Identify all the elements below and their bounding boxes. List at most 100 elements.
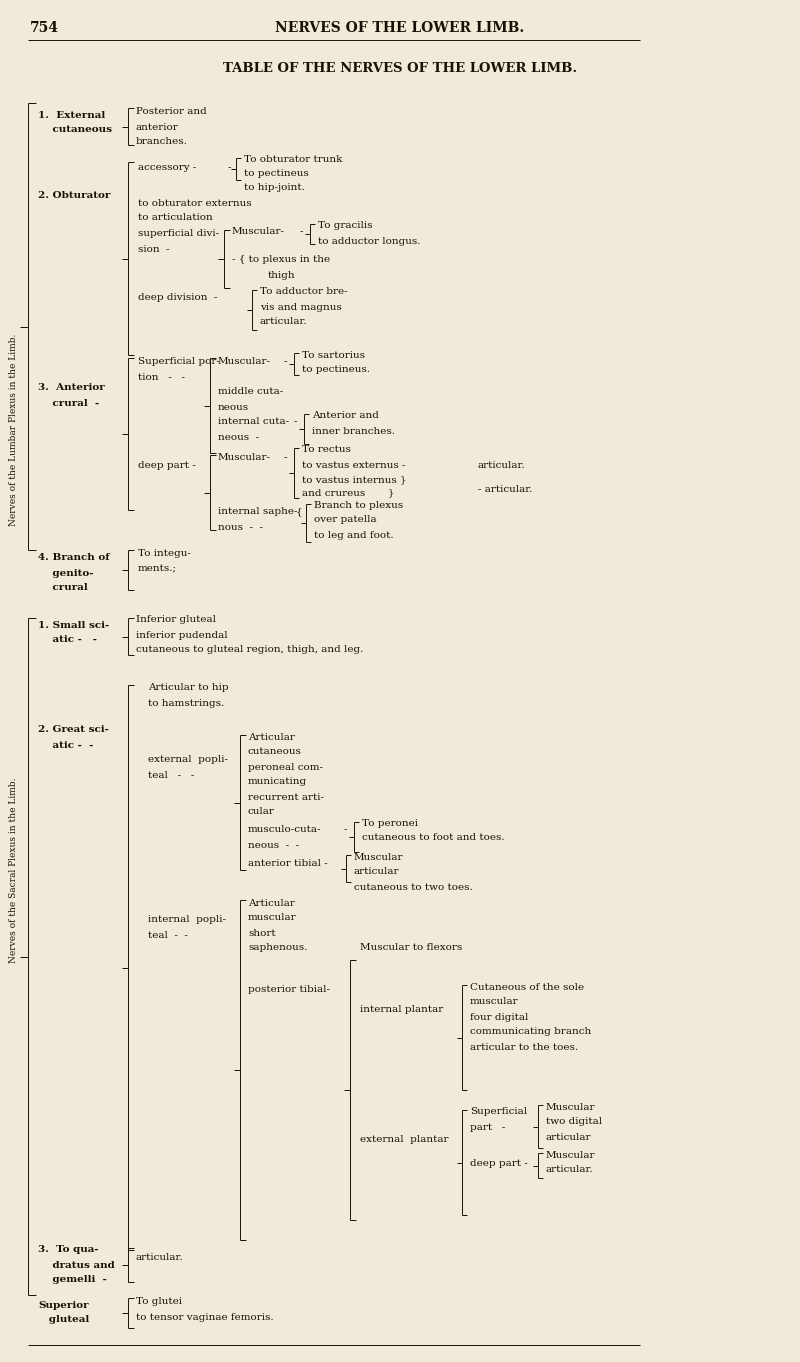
Text: to adductor longus.: to adductor longus. [318, 237, 421, 245]
Text: over patella: over patella [314, 515, 377, 524]
Text: - articular.: - articular. [478, 485, 532, 494]
Text: internal plantar: internal plantar [360, 1005, 443, 1015]
Text: gluteal: gluteal [38, 1316, 90, 1324]
Text: - { to plexus in the: - { to plexus in the [232, 256, 330, 264]
Text: Muscular: Muscular [546, 1151, 595, 1159]
Text: To obturator trunk: To obturator trunk [244, 155, 342, 165]
Text: To integu-: To integu- [138, 549, 191, 558]
Text: Muscular-: Muscular- [218, 357, 271, 366]
Text: dratus and: dratus and [38, 1260, 114, 1269]
Text: ments.;: ments.; [138, 564, 177, 573]
Text: muscular: muscular [470, 997, 518, 1007]
Text: muscular: muscular [248, 914, 297, 922]
Text: neous  -  -: neous - - [248, 840, 299, 850]
Text: deep part -: deep part - [470, 1159, 528, 1167]
Text: neous  -: neous - [218, 433, 259, 441]
Text: cular: cular [248, 808, 275, 816]
Text: 2. Great sci-: 2. Great sci- [38, 726, 109, 734]
Text: atic -   -: atic - - [38, 636, 97, 644]
Text: external  popli-: external popli- [148, 756, 228, 764]
Text: municating: municating [248, 778, 307, 786]
Text: posterior tibial-: posterior tibial- [248, 986, 330, 994]
Text: Branch to plexus: Branch to plexus [314, 500, 403, 509]
Text: recurrent arti-: recurrent arti- [248, 793, 324, 801]
Text: branches.: branches. [136, 138, 188, 147]
Text: crural: crural [38, 583, 88, 592]
Text: teal   -   -: teal - - [148, 771, 194, 779]
Text: articular: articular [354, 868, 399, 877]
Text: Muscular-: Muscular- [218, 454, 271, 463]
Text: -: - [294, 418, 301, 426]
Text: Inferior gluteal: Inferior gluteal [136, 616, 216, 625]
Text: Posterior and: Posterior and [136, 108, 206, 117]
Text: articular to the toes.: articular to the toes. [470, 1042, 578, 1051]
Text: articular.: articular. [260, 317, 308, 327]
Text: peroneal com-: peroneal com- [248, 763, 323, 771]
Text: 3.  To qua-: 3. To qua- [38, 1245, 98, 1254]
Text: to obturator externus: to obturator externus [138, 199, 252, 207]
Text: saphenous.: saphenous. [248, 944, 307, 952]
Text: tion   -   -: tion - - [138, 372, 185, 381]
Text: communicating branch: communicating branch [470, 1027, 591, 1036]
Text: 2. Obturator: 2. Obturator [38, 191, 110, 199]
Text: articular.: articular. [478, 460, 526, 470]
Text: Muscular to flexors: Muscular to flexors [360, 944, 462, 952]
Text: To peronei: To peronei [362, 819, 418, 828]
Text: cutaneous: cutaneous [248, 748, 302, 756]
Text: cutaneous to foot and toes.: cutaneous to foot and toes. [362, 834, 505, 843]
Text: musculo-cuta-: musculo-cuta- [248, 825, 322, 835]
Text: 1.  External: 1. External [38, 110, 106, 120]
Text: inferior pudendal: inferior pudendal [136, 631, 228, 640]
Text: To glutei: To glutei [136, 1298, 182, 1306]
Text: sion  -: sion - [138, 245, 170, 253]
Text: To sartorius: To sartorius [302, 350, 365, 360]
Text: to vastus externus -: to vastus externus - [302, 460, 406, 470]
Text: internal  popli-: internal popli- [148, 915, 226, 925]
Text: and crureus       }: and crureus } [302, 489, 394, 497]
Text: -: - [344, 825, 350, 835]
Text: to hamstrings.: to hamstrings. [148, 699, 224, 707]
Text: middle cuta-: middle cuta- [218, 388, 283, 396]
Text: TABLE OF THE NERVES OF THE LOWER LIMB.: TABLE OF THE NERVES OF THE LOWER LIMB. [223, 61, 577, 75]
Text: Muscular-: Muscular- [232, 227, 285, 237]
Text: atic -  -: atic - - [38, 741, 94, 749]
Text: To gracilis: To gracilis [318, 222, 373, 230]
Text: Muscular: Muscular [354, 853, 403, 862]
Text: vis and magnus: vis and magnus [260, 302, 342, 312]
Text: Superior: Superior [38, 1301, 89, 1309]
Text: articular.: articular. [546, 1166, 594, 1174]
Text: Nerves of the Lumbar Plexus in the Limb.: Nerves of the Lumbar Plexus in the Limb. [10, 334, 18, 526]
Text: four digital: four digital [470, 1012, 528, 1022]
Text: to pectineus: to pectineus [244, 169, 309, 178]
Text: internal saphe-: internal saphe- [218, 508, 298, 516]
Text: anterior tibial -: anterior tibial - [248, 859, 328, 869]
Text: Cutaneous of the sole: Cutaneous of the sole [470, 982, 584, 992]
Text: to pectineus.: to pectineus. [302, 365, 370, 375]
Text: -: - [228, 162, 234, 172]
Text: neous: neous [218, 403, 249, 411]
Text: two digital: two digital [546, 1117, 602, 1126]
Text: 1. Small sci-: 1. Small sci- [38, 621, 110, 629]
Text: -: - [300, 227, 306, 237]
Text: Anterior and: Anterior and [312, 411, 379, 421]
Text: Superficial por-: Superficial por- [138, 357, 220, 366]
Text: 3.  Anterior: 3. Anterior [38, 384, 105, 392]
Text: short: short [248, 929, 276, 937]
Text: cutaneous to two toes.: cutaneous to two toes. [354, 883, 473, 892]
Text: external  plantar: external plantar [360, 1136, 449, 1144]
Text: accessory -: accessory - [138, 162, 196, 172]
Text: genito-: genito- [38, 568, 94, 577]
Text: to leg and foot.: to leg and foot. [314, 531, 394, 539]
Text: To rectus: To rectus [302, 445, 351, 455]
Text: Muscular: Muscular [546, 1102, 595, 1111]
Text: Articular to hip: Articular to hip [148, 684, 229, 692]
Text: cutaneous: cutaneous [38, 125, 112, 135]
Text: -: - [284, 454, 287, 463]
Text: articular: articular [546, 1132, 591, 1141]
Text: To adductor bre-: To adductor bre- [260, 287, 348, 297]
Text: to tensor vaginae femoris.: to tensor vaginae femoris. [136, 1313, 274, 1321]
Text: crural  -: crural - [38, 399, 99, 407]
Text: deep division  -: deep division - [138, 293, 221, 301]
Text: 754: 754 [30, 20, 59, 35]
Text: Articular: Articular [248, 733, 295, 741]
